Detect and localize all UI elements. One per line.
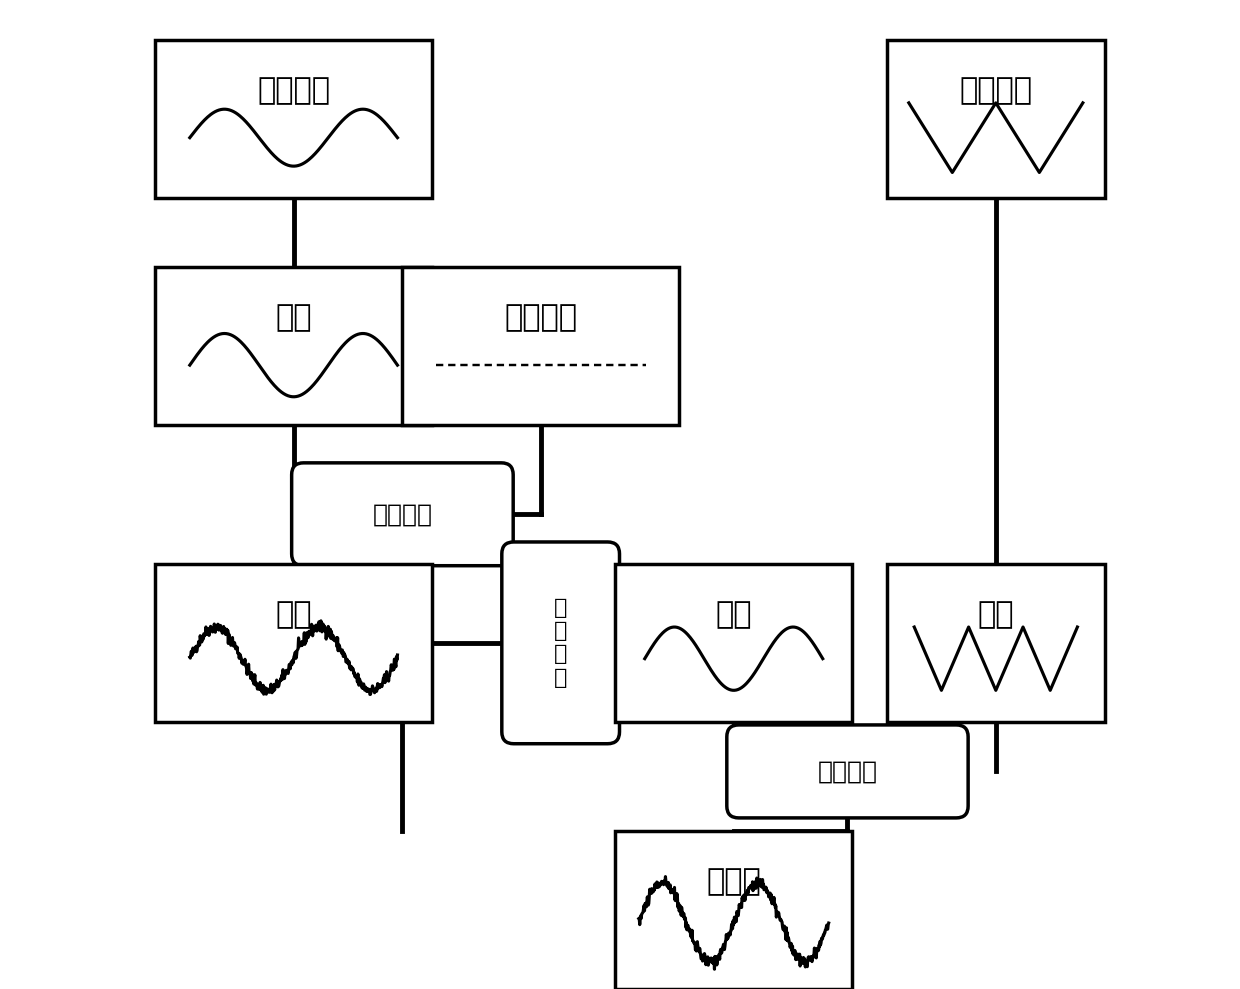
FancyBboxPatch shape	[887, 564, 1105, 722]
FancyBboxPatch shape	[155, 267, 432, 425]
Text: 蜗轮: 蜗轮	[275, 600, 312, 629]
Text: 蜗杆磨床: 蜗杆磨床	[960, 76, 1033, 105]
FancyBboxPatch shape	[155, 40, 432, 198]
FancyBboxPatch shape	[502, 542, 620, 744]
Text: 蜗轮: 蜗轮	[715, 600, 751, 629]
Text: 蜗轮副: 蜗轮副	[707, 867, 761, 896]
Text: 展成切齿: 展成切齿	[372, 502, 433, 526]
FancyBboxPatch shape	[887, 40, 1105, 198]
Text: 滚刀磨床: 滚刀磨床	[257, 76, 330, 105]
FancyBboxPatch shape	[291, 463, 513, 566]
Text: 自
由
剃
齿: 自 由 剃 齿	[554, 598, 568, 687]
FancyBboxPatch shape	[727, 725, 968, 818]
FancyBboxPatch shape	[155, 564, 432, 722]
Text: 滚刀: 滚刀	[275, 304, 312, 332]
FancyBboxPatch shape	[403, 267, 680, 425]
Text: 蜗杆: 蜗杆	[977, 600, 1014, 629]
FancyBboxPatch shape	[615, 831, 852, 989]
FancyBboxPatch shape	[615, 564, 852, 722]
Text: 蜗轮母机: 蜗轮母机	[505, 304, 578, 332]
Text: 经验装配: 经验装配	[817, 760, 878, 783]
